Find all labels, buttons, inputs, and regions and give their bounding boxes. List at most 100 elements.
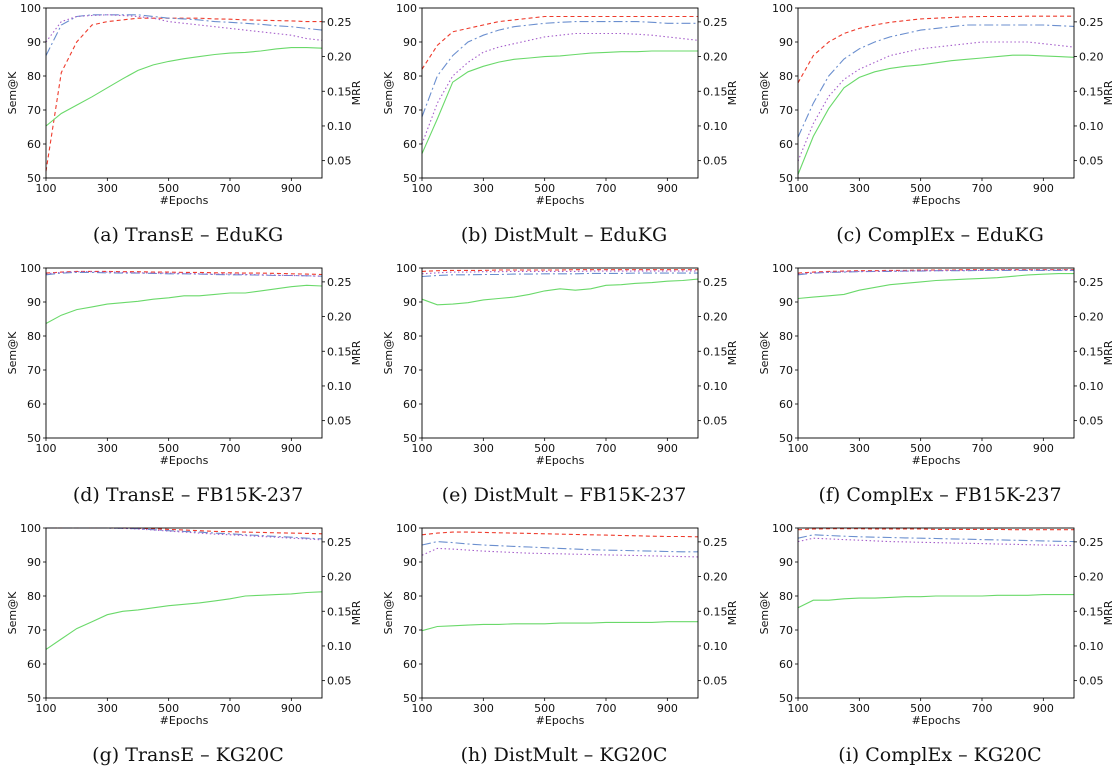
y-tick-label: 80: [27, 590, 41, 603]
y-tick-label: 90: [403, 556, 417, 569]
x-tick-label: 100: [412, 442, 433, 455]
y-tick-label: 100: [396, 262, 417, 275]
series-line: [45, 47, 323, 127]
y2-tick-label: 0.25: [327, 276, 352, 289]
series-line: [46, 527, 323, 541]
y-tick-label: 100: [20, 262, 41, 275]
series-line: [421, 50, 698, 154]
x-tick-label: 900: [657, 442, 678, 455]
x-tick-label: 500: [910, 182, 931, 195]
x-tick-label: 900: [281, 702, 302, 715]
series-line: [797, 534, 1075, 543]
x-tick-label: 100: [788, 702, 809, 715]
x-tick-label: 300: [849, 182, 870, 195]
subfigure-caption: (h) DistMult – KG20C: [460, 744, 668, 766]
x-tick-label: 500: [910, 442, 931, 455]
series-line: [45, 17, 322, 172]
plot-frame: [45, 7, 323, 179]
series-line: [421, 278, 699, 306]
chart-svg: 50 60 70 80 90 100 0.05 0.10 0.15 0.20 0.25 100 300 5…: [758, 262, 1115, 467]
y2-axis-label: MRR: [1102, 600, 1115, 625]
y-tick-label: 50: [403, 692, 417, 705]
y-tick-label: 90: [403, 36, 417, 49]
subfigure-caption: (d) TransE – FB15K-237: [72, 484, 304, 506]
chart-svg: 50 60 70 80 90 100 0.05 0.10 0.15 0.20 0.25 100 300 5…: [6, 522, 363, 727]
series-line: [421, 547, 699, 558]
chart-panel: 50 60 70 80 90 100 0.05 0.10 0.15 0.20 0.25 100 300 5…: [758, 520, 1118, 780]
y-tick-label: 80: [779, 70, 793, 83]
x-tick-label: 500: [534, 182, 555, 195]
y2-tick-label: 0.15: [703, 85, 728, 98]
series-line: [421, 541, 698, 553]
series-line: [45, 14, 323, 56]
y-tick-label: 100: [20, 2, 41, 15]
y2-tick-label: 0.20: [703, 51, 728, 64]
y2-tick-label: 0.15: [1079, 605, 1104, 618]
y-axis-label: Sem@K: [758, 331, 771, 374]
y2-tick-label: 0.10: [703, 640, 728, 653]
y-axis-label: Sem@K: [382, 331, 395, 374]
x-tick-label: 100: [788, 442, 809, 455]
x-tick-label: 700: [596, 442, 617, 455]
y-tick-label: 50: [779, 432, 793, 445]
subfigure-caption: (c) ComplEx – EduKG: [836, 224, 1044, 246]
series-line: [45, 271, 323, 277]
x-axis-label: #Epochs: [536, 454, 585, 467]
y-tick-label: 60: [403, 658, 417, 671]
y-tick-label: 100: [772, 2, 793, 15]
x-tick-label: 700: [972, 702, 993, 715]
x-axis-label: #Epochs: [160, 194, 209, 207]
chart-svg: 50 60 70 80 90 100 0.05 0.10 0.15 0.20 0.25 100 300 5…: [758, 2, 1115, 207]
y2-axis-label: MRR: [1102, 340, 1115, 365]
y2-tick-label: 0.20: [703, 311, 728, 324]
y2-axis-label: MRR: [726, 340, 739, 365]
y-tick-label: 70: [27, 104, 41, 117]
y-tick-label: 80: [403, 330, 417, 343]
chart-svg: 50 60 70 80 90 100 0.05 0.10 0.15 0.20 0.25 100 300 5…: [382, 262, 739, 467]
chart-panel: 50 60 70 80 90 100 0.05 0.10 0.15 0.20 0.25 100 300 5…: [6, 260, 368, 520]
y2-axis-label: MRR: [726, 600, 739, 625]
x-axis-label: #Epochs: [160, 714, 209, 727]
y2-tick-label: 0.10: [1079, 640, 1104, 653]
y-tick-label: 100: [396, 522, 417, 535]
x-tick-label: 700: [220, 182, 241, 195]
y2-tick-label: 0.05: [327, 415, 352, 428]
chart-svg: 50 60 70 80 90 100 0.05 0.10 0.15 0.20 0.25 100 300 5…: [6, 262, 363, 467]
y-tick-label: 70: [403, 364, 417, 377]
y2-tick-label: 0.05: [1079, 415, 1104, 428]
x-tick-label: 500: [158, 702, 179, 715]
y2-tick-label: 0.15: [327, 345, 352, 358]
y-tick-label: 90: [779, 296, 793, 309]
y-tick-label: 60: [779, 658, 793, 671]
y-tick-label: 60: [779, 138, 793, 151]
series-line: [797, 15, 1074, 84]
y-tick-label: 60: [27, 138, 41, 151]
y-axis-label: Sem@K: [758, 71, 771, 114]
x-tick-label: 700: [596, 182, 617, 195]
series-line: [797, 528, 1074, 531]
y2-tick-label: 0.10: [327, 640, 352, 653]
y2-tick-label: 0.25: [703, 16, 728, 29]
y2-tick-label: 0.25: [1079, 536, 1104, 549]
series-line: [46, 527, 323, 540]
y-tick-label: 60: [403, 138, 417, 151]
y2-tick-label: 0.05: [1079, 155, 1104, 168]
x-tick-label: 300: [849, 702, 870, 715]
y2-tick-label: 0.10: [327, 380, 352, 393]
y-tick-label: 100: [772, 262, 793, 275]
y-tick-label: 100: [20, 522, 41, 535]
y-tick-label: 70: [403, 624, 417, 637]
y2-tick-label: 0.25: [1079, 16, 1104, 29]
y2-tick-label: 0.15: [1079, 85, 1104, 98]
series-line: [421, 21, 698, 117]
chart-panel: 50 60 70 80 90 100 0.05 0.10 0.15 0.20 0.25 100 300 5…: [382, 520, 744, 780]
y-tick-label: 60: [779, 398, 793, 411]
y-tick-label: 70: [403, 104, 417, 117]
plot-frame: [45, 267, 323, 439]
y-tick-label: 60: [403, 398, 417, 411]
y-tick-label: 80: [779, 590, 793, 603]
x-tick-label: 700: [220, 702, 241, 715]
x-tick-label: 100: [36, 442, 57, 455]
y2-tick-label: 0.20: [1079, 571, 1104, 584]
y2-axis-label: MRR: [726, 80, 739, 105]
